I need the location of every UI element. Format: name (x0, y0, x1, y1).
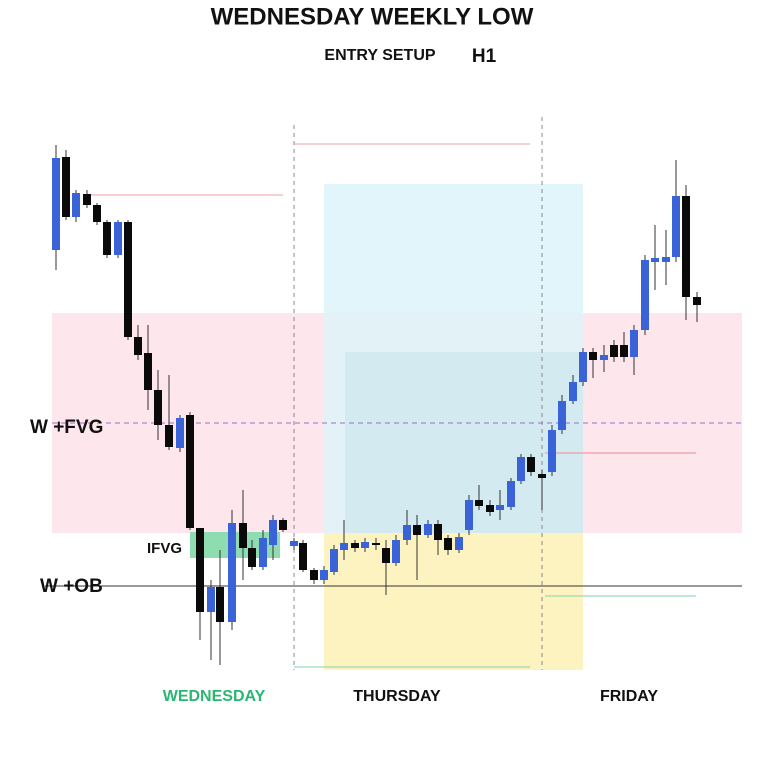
candle-body (351, 543, 359, 548)
candle-body (682, 196, 690, 297)
candle-body (207, 587, 215, 612)
candle-body (620, 345, 628, 357)
ifvg-label: IFVG (147, 540, 182, 557)
candle-body (496, 505, 504, 510)
candle-body (340, 543, 348, 550)
candle-body (641, 260, 649, 330)
candle-body (134, 337, 142, 355)
candle-body (662, 257, 670, 262)
candle-body (475, 500, 483, 506)
candle-body (610, 345, 618, 357)
candle-body (579, 352, 587, 382)
candle-body (62, 157, 70, 217)
candle-body (72, 193, 80, 217)
title: WEDNESDAY WEEKLY LOW (211, 3, 534, 30)
candle-body (299, 543, 307, 570)
candle-body (672, 196, 680, 257)
candle-body (403, 525, 411, 540)
candle-body (103, 222, 111, 255)
candle-body (239, 523, 247, 548)
candle-body (320, 570, 328, 580)
candle-body (186, 415, 194, 528)
ob-label: W +OB (40, 576, 103, 597)
candle-body (527, 457, 535, 472)
candle-body (52, 158, 60, 250)
candle-body (310, 570, 318, 580)
candle-body (372, 543, 380, 545)
timeframe: H1 (472, 46, 497, 67)
inner-zone (345, 352, 583, 533)
candle-body (434, 524, 442, 540)
candle-body (124, 222, 132, 337)
candle-body (144, 353, 152, 390)
candle-body (330, 549, 338, 572)
candle-body (269, 520, 277, 545)
candle-body (651, 258, 659, 262)
candle-body (361, 542, 369, 548)
candle-body (517, 457, 525, 481)
day-label: FRIDAY (600, 688, 658, 705)
candle-body (558, 401, 566, 430)
candle-body (290, 541, 298, 546)
candle-body (382, 548, 390, 563)
candle-body (216, 587, 224, 622)
candle-body (83, 194, 91, 205)
target-zone (324, 533, 583, 670)
candle-body (392, 540, 400, 563)
fvg-label: W +FVG (30, 417, 103, 438)
candle-body (279, 520, 287, 530)
candle-body (114, 222, 122, 255)
candle-body (248, 548, 256, 567)
candle-body (413, 525, 421, 535)
candle-body (259, 538, 267, 567)
candle-body (93, 205, 101, 222)
candle-body (228, 523, 236, 622)
candle-body (589, 352, 597, 360)
candle-body (693, 297, 701, 305)
day-label: WEDNESDAY (163, 688, 266, 705)
candle-body (154, 390, 162, 425)
day-label: THURSDAY (353, 688, 441, 705)
candle-body (196, 528, 204, 612)
candle-body (548, 430, 556, 472)
candle-body (465, 500, 473, 530)
subtitle: ENTRY SETUP (324, 47, 435, 64)
candle-body (486, 505, 494, 512)
candles (52, 145, 701, 665)
candle-body (538, 474, 546, 478)
candle-body (600, 355, 608, 360)
candle-body (569, 382, 577, 401)
candle-body (165, 425, 173, 447)
candle-body (455, 537, 463, 550)
candle-body (176, 418, 184, 448)
candle-body (507, 481, 515, 507)
candle-body (444, 538, 452, 550)
candle-body (424, 524, 432, 535)
candle-body (630, 330, 638, 357)
